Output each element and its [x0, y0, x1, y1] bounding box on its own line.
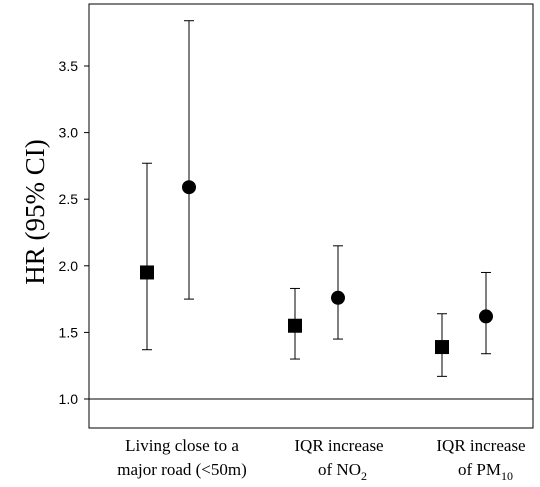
point-square [140, 265, 154, 280]
hazard-ratio-marks [140, 20, 493, 377]
plot-frame [88, 3, 534, 429]
y-tick-label: 3.5 [59, 58, 79, 74]
y-axis-title: HR (95% CI) [20, 139, 50, 284]
point-circle [479, 309, 493, 324]
category-label-line: IQR increase [294, 436, 383, 455]
category-label-text: of NO [318, 460, 361, 479]
category-labels: Living close to a major road (<50m) IQR in… [117, 436, 525, 483]
category-label-no2: IQR increase of NO2 [294, 436, 383, 483]
y-tick-label: 1.0 [59, 391, 79, 407]
point-square [288, 318, 302, 333]
y-axis-ticks: 1.0 1.5 2.0 2.5 3.0 3.5 [59, 58, 89, 407]
plot-axes [88, 3, 534, 429]
y-tick-label: 1.5 [59, 324, 79, 340]
point-circle [182, 180, 196, 195]
category-label-text: of PM [458, 460, 501, 479]
y-tick-label: 2.0 [59, 258, 79, 274]
category-label-line: of NO2 [318, 460, 367, 483]
y-tick-label: 3.0 [59, 125, 79, 141]
category-label-line: of PM10 [458, 460, 513, 483]
point-circle [331, 290, 345, 305]
y-tick-label: 2.5 [59, 191, 79, 207]
category-label-subscript: 2 [361, 469, 367, 483]
category-label-pm10: IQR increase of PM10 [436, 436, 525, 483]
category-label-line: major road (<50m) [117, 460, 247, 479]
point-square [435, 340, 449, 355]
category-label-road: Living close to a major road (<50m) [117, 436, 247, 479]
category-label-subscript: 10 [501, 469, 513, 483]
category-label-line: Living close to a [125, 436, 239, 455]
category-label-line: IQR increase [436, 436, 525, 455]
